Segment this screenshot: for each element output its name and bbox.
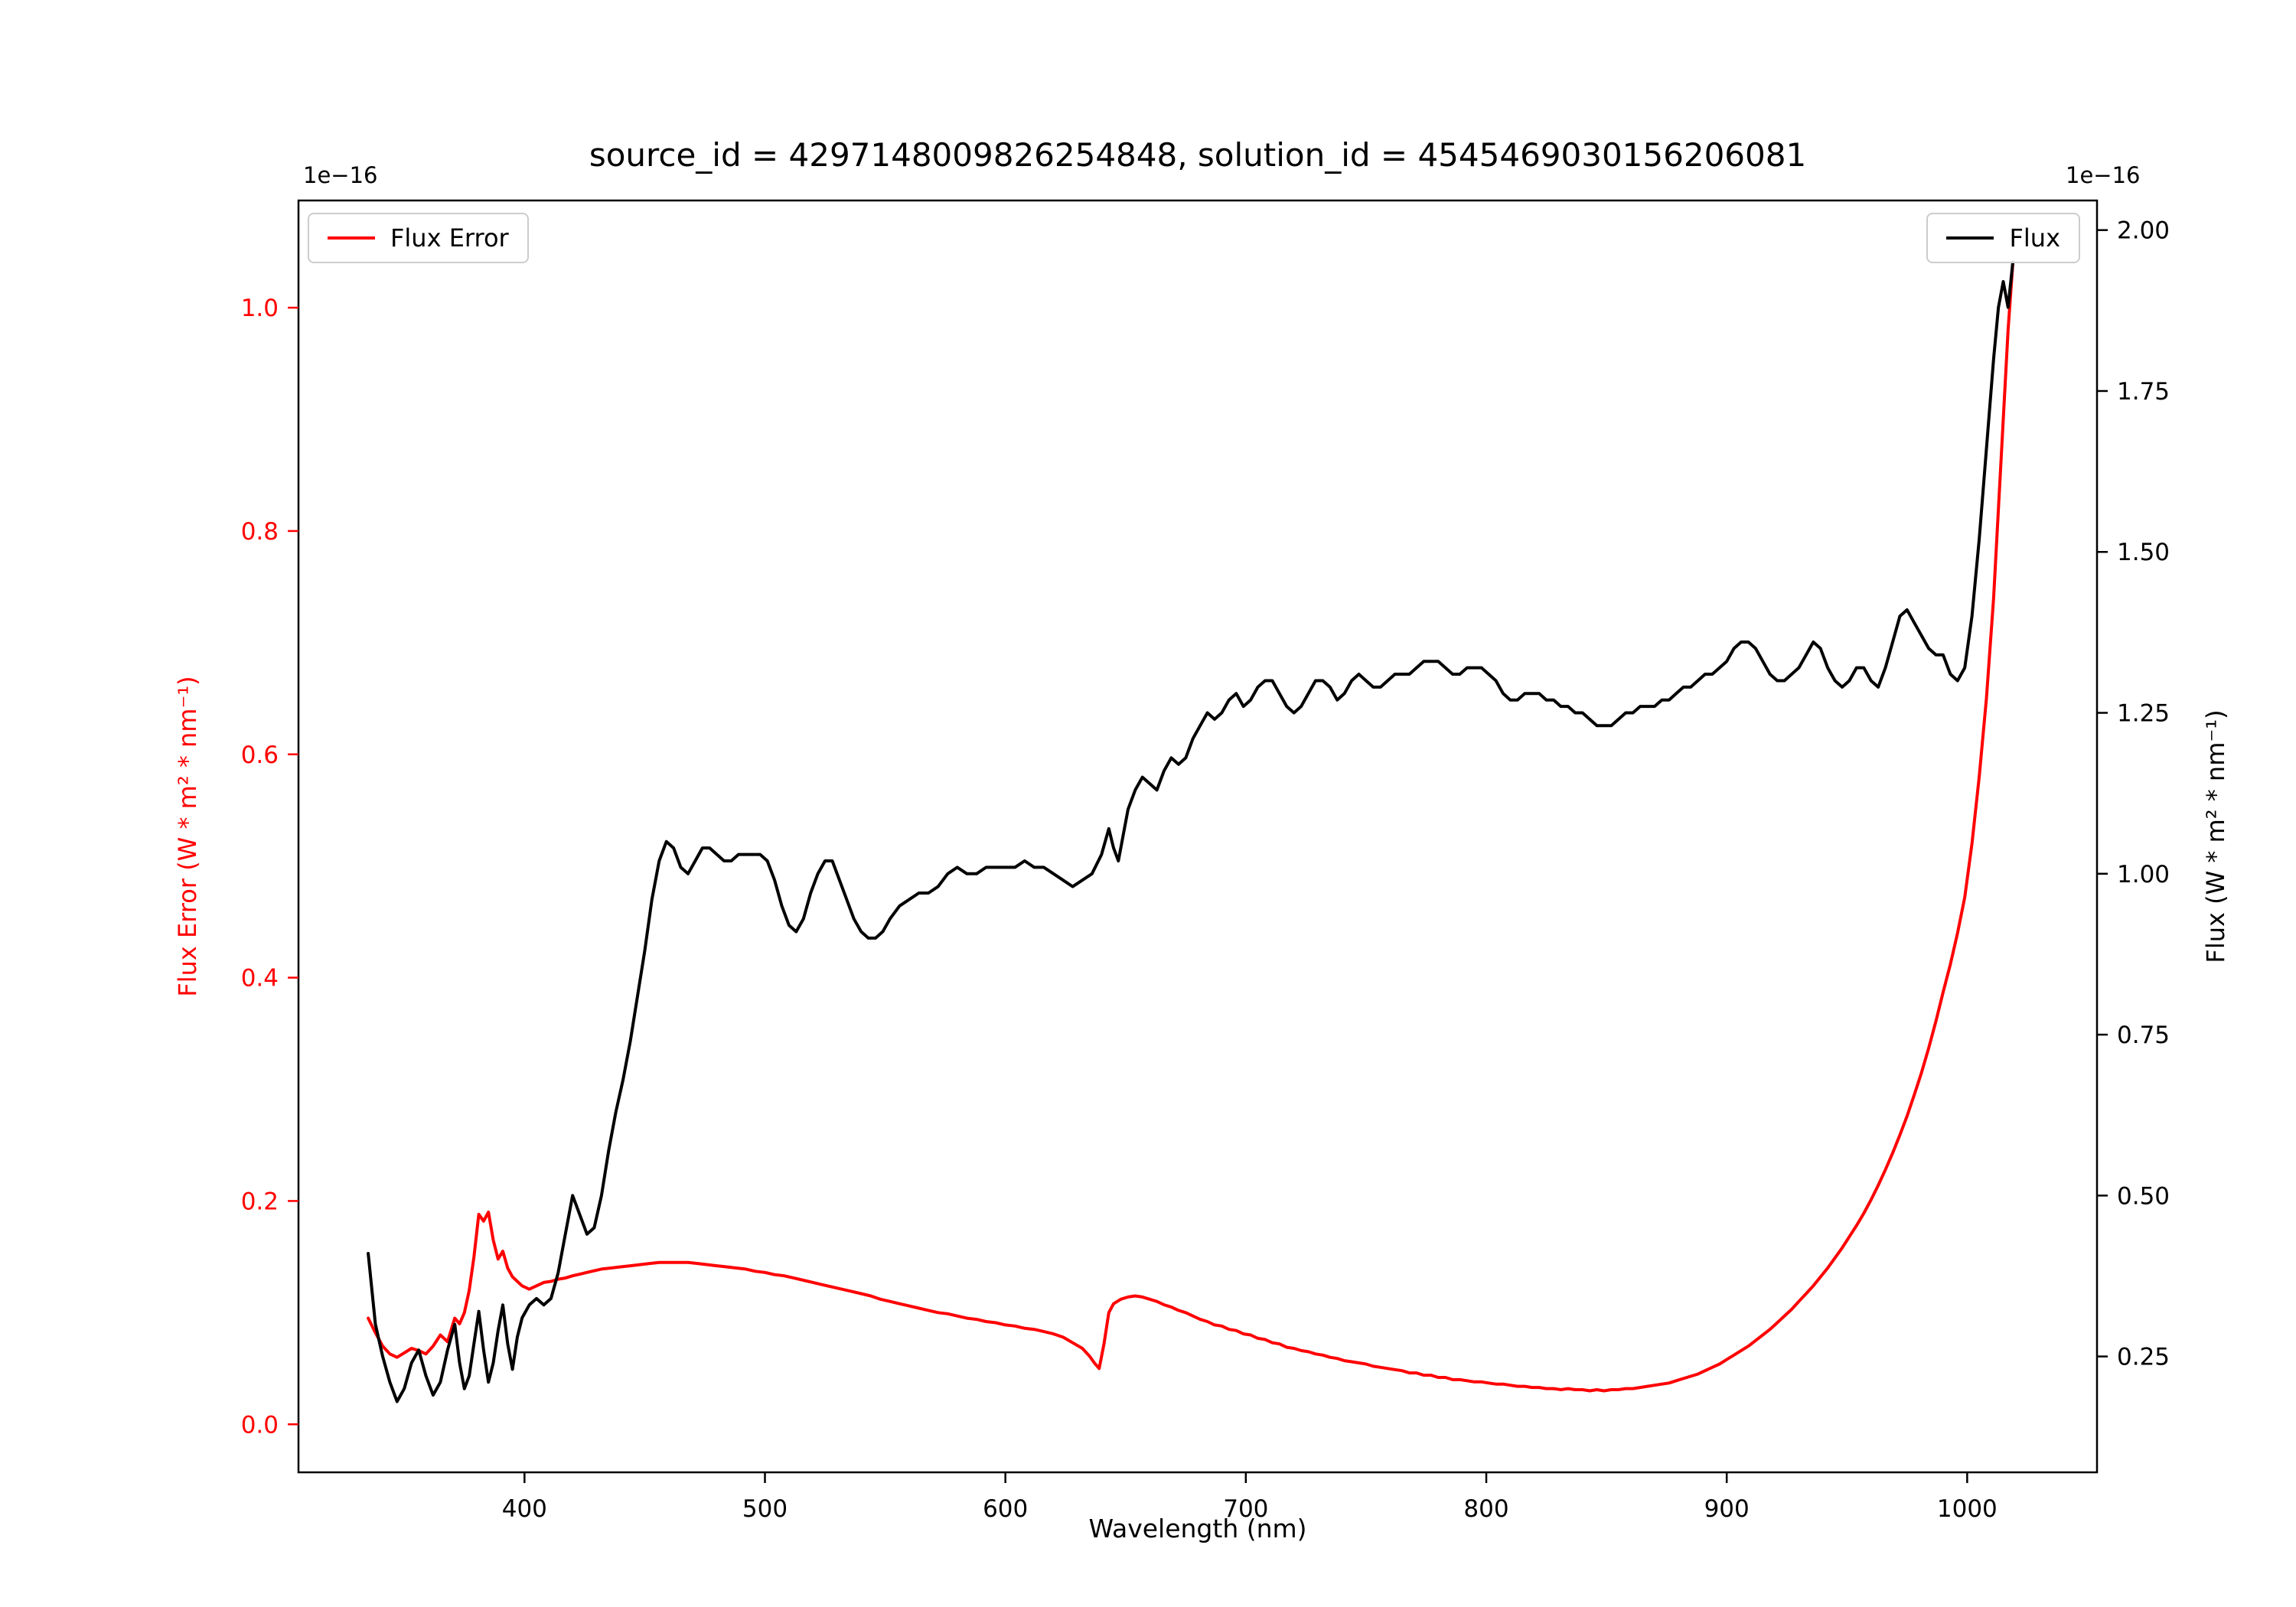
left-tick-label: 0.4 — [241, 965, 279, 993]
x-tick-label: 800 — [1463, 1495, 1508, 1523]
x-tick-label: 700 — [1223, 1495, 1268, 1523]
right-axis-offset-text: 1e−16 — [2066, 162, 2141, 188]
flux-error-line — [367, 261, 2014, 1393]
right-tick-label: 1.25 — [2117, 700, 2170, 728]
right-tick-label: 0.75 — [2117, 1022, 2170, 1049]
plot-border — [297, 199, 2099, 1474]
legend-flux: Flux — [1926, 213, 2080, 263]
left-tick-label: 0.0 — [241, 1411, 279, 1439]
x-tick-label: 500 — [742, 1495, 788, 1523]
right-tick-label: 0.50 — [2117, 1182, 2170, 1210]
right-tick-label: 2.00 — [2117, 217, 2170, 245]
left-tick-label: 0.2 — [241, 1188, 279, 1215]
x-tick-label: 900 — [1704, 1495, 1750, 1523]
right-tick-label: 0.25 — [2117, 1344, 2170, 1371]
left-tick-label: 0.8 — [241, 518, 279, 546]
legend-flux-error: Flux Error — [308, 213, 529, 263]
flux-error-line-sample — [328, 236, 375, 240]
x-tick-label: 400 — [502, 1495, 547, 1523]
flux-line-sample — [1946, 236, 1994, 240]
flux-line — [367, 260, 2014, 1403]
x-tick-label: 1000 — [1937, 1495, 1998, 1523]
left-y-axis-label: Flux Error (W * m² * nm⁻¹) — [173, 676, 202, 997]
left-tick-label: 0.6 — [241, 742, 279, 769]
x-tick-label: 600 — [983, 1495, 1028, 1523]
left-axis-offset-text: 1e−16 — [303, 162, 378, 188]
right-tick-label: 1.50 — [2117, 539, 2170, 566]
right-y-axis-label: Flux (W * m² * nm⁻¹) — [2201, 709, 2230, 963]
chart-title: source_id = 4297148009826254848, solutio… — [589, 136, 1807, 174]
legend-flux-error-label: Flux Error — [390, 223, 509, 253]
right-tick-label: 1.00 — [2117, 861, 2170, 888]
right-tick-label: 1.75 — [2117, 378, 2170, 406]
legend-flux-label: Flux — [2009, 223, 2060, 253]
x-axis-label: Wavelength (nm) — [1088, 1514, 1307, 1543]
left-tick-label: 1.0 — [241, 295, 279, 322]
